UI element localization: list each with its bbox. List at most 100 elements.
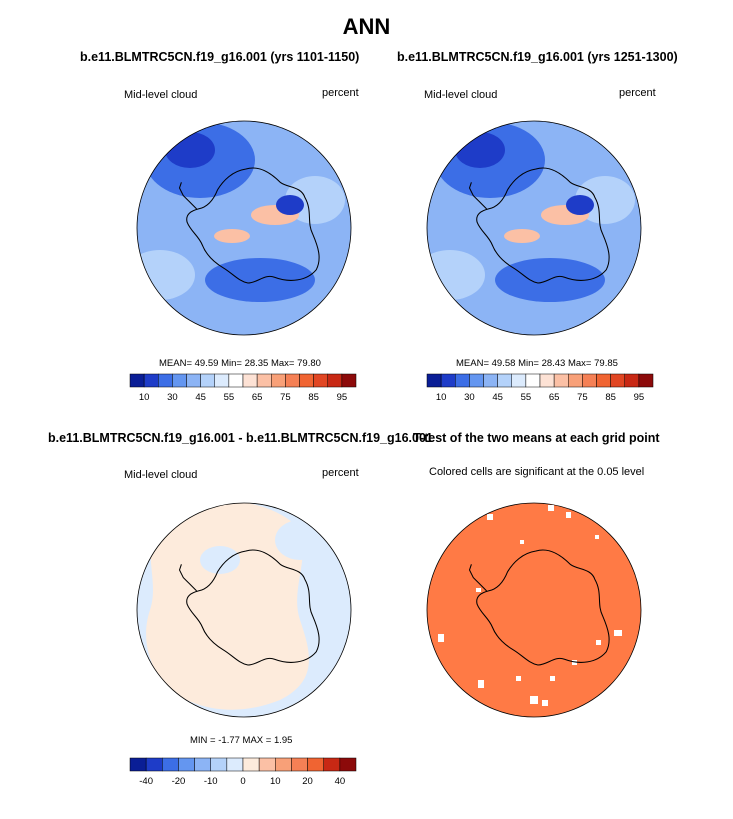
panel-4-title: T-test of the two means at each grid poi… xyxy=(413,431,660,445)
panel-2-colorbar-swatch xyxy=(582,373,597,388)
panel-3-stats: MIN = -1.77 MAX = 1.95 xyxy=(190,735,292,746)
panel-1-mean-label: MEAN= xyxy=(159,358,192,369)
panel-2-variable-label: Mid-level cloud xyxy=(424,89,498,101)
panel-3-colorbar-tick-label: 40 xyxy=(335,776,346,787)
panel-3-colorbar-swatch xyxy=(210,757,228,772)
panel-3-colorbar-tick-label: -10 xyxy=(204,776,218,787)
panel-2-colorbar-swatch xyxy=(525,373,541,388)
panel-1-colorbar-swatch xyxy=(143,373,159,388)
panel-4-map-border xyxy=(426,502,642,718)
panel-3-title: b.e11.BLMTRC5CN.f19_g16.001 - b.e11.BLMT… xyxy=(48,431,433,445)
panel-3-colorbar-swatch xyxy=(129,757,147,772)
panel-3-colorbar-swatch xyxy=(242,757,260,772)
panel-4-insignificant-cell xyxy=(476,588,481,592)
panel-1-colorbar-swatch xyxy=(242,373,258,388)
panel-1-max: 79.80 xyxy=(297,358,321,369)
panel-1-high-cloud-west xyxy=(214,229,250,243)
panel-2-colorbar-swatch xyxy=(553,373,569,388)
panel-1-title: b.e11.BLMTRC5CN.f19_g16.001 (yrs 1101-11… xyxy=(80,50,360,64)
panel-2-colorbar-tick-label: 95 xyxy=(634,392,645,403)
panel-3-map-border xyxy=(136,502,352,718)
panel-2-units-label: percent xyxy=(619,87,656,99)
panel-1-colorbar-swatch xyxy=(228,373,244,388)
panel-2-map xyxy=(426,120,642,336)
panel-1-colorbar-swatch xyxy=(285,373,300,388)
panel-1-colorbar-tick-label: 85 xyxy=(308,392,319,403)
panel-1-variable-label: Mid-level cloud xyxy=(124,89,198,101)
panel-4-map xyxy=(426,502,642,718)
panel-1-light-southwest xyxy=(137,250,195,300)
panel-1-colorbar-tick-label: 30 xyxy=(167,392,178,403)
panel-3-colorbar-swatch xyxy=(162,757,179,772)
panel-3-colorbar-tick-label: 0 xyxy=(240,776,245,787)
panel-1-colorbar-swatch xyxy=(327,373,343,388)
panel-2-title: b.e11.BLMTRC5CN.f19_g16.001 (yrs 1251-13… xyxy=(397,50,678,64)
panel-2-colorbar-tick-label: 55 xyxy=(521,392,532,403)
panel-2-min: 28.43 xyxy=(541,358,566,369)
panel-3-colorbar-swatch xyxy=(339,757,357,772)
panel-4-insignificant-cell xyxy=(566,512,571,518)
panel-4-subtitle: Colored cells are significant at the 0.0… xyxy=(429,466,645,478)
panel-1-map-border xyxy=(136,120,352,336)
panel-3-colorbar-swatch xyxy=(291,757,308,772)
panel-4-insignificant-cell xyxy=(572,660,577,665)
panel-2-colorbar-tick-label: 30 xyxy=(464,392,475,403)
panel-3-colorbar-swatch xyxy=(145,757,163,772)
panel-4-insignificant-cell xyxy=(548,505,554,511)
panel-3-variable-label: Mid-level cloud xyxy=(124,469,198,481)
panel-1-stats: MEAN= 49.59 Min= 28.35 Max= 79.80 xyxy=(159,358,321,369)
panel-4-insignificant-cell xyxy=(487,514,493,520)
panel-3-colorbar-tick-label: -40 xyxy=(139,776,153,787)
panel-1-colorbar-swatch xyxy=(186,373,201,388)
panel-2-low-cloud-plateau xyxy=(566,195,594,215)
panel-1-colorbar-tick-label: 45 xyxy=(195,392,206,403)
panel-3-colorbar-swatch xyxy=(194,757,211,772)
main-title: ANN xyxy=(342,14,391,39)
panel-4-insignificant-cell xyxy=(596,640,601,645)
panel-1-mean: 49.59 xyxy=(194,358,219,369)
panel-3-max-label: MAX = xyxy=(242,735,272,746)
panel-1-colorbar-swatch xyxy=(271,373,286,388)
panel-2-colorbar-tick-label: 10 xyxy=(436,392,447,403)
panel-3-max: 1.95 xyxy=(273,735,293,746)
panel-2-colorbar-swatch xyxy=(624,373,640,388)
panel-1-colorbar-tick-label: 65 xyxy=(252,392,263,403)
panel-3-colorbar-tick-label: -20 xyxy=(172,776,186,787)
panel-1-colorbar-swatch xyxy=(341,373,357,388)
panel-2-colorbar-swatch xyxy=(455,373,470,388)
panel-2-map-border xyxy=(426,120,642,336)
panel-3-min: -1.77 xyxy=(218,735,240,746)
panel-2-lowest-cloud-west xyxy=(455,132,505,168)
panel-4-insignificant-cell xyxy=(478,680,484,688)
panel-4-significant-field xyxy=(427,503,641,717)
panel-3-negative-east xyxy=(275,520,325,560)
panel-2-colorbar-tick-label: 85 xyxy=(605,392,616,403)
panel-1-colorbar-swatch xyxy=(299,373,314,388)
panel-3-colorbar-swatch xyxy=(323,757,341,772)
panel-2-mean-label: MEAN= xyxy=(456,358,489,369)
panel-4-insignificant-cell xyxy=(438,634,444,642)
panel-2-high-cloud-west xyxy=(504,229,540,243)
panel-1-colorbar-swatch xyxy=(256,373,272,388)
panel-2-stats: MEAN= 49.58 Min= 28.43 Max= 79.85 xyxy=(456,358,618,369)
panel-2-colorbar-swatch xyxy=(497,373,513,388)
panel-1-colorbar-tick-label: 95 xyxy=(337,392,348,403)
panel-3-colorbar-swatch xyxy=(226,757,244,772)
panel-3-colorbar-swatch xyxy=(178,757,195,772)
panel-3-positive-region xyxy=(146,503,309,710)
panel-3-colorbar-tick-label: 10 xyxy=(270,776,281,787)
panel-4-insignificant-cell xyxy=(530,696,538,704)
panel-2-mean: 49.58 xyxy=(491,358,516,369)
panel-3-negative-interior xyxy=(200,546,240,574)
panel-2-min-label: Min= xyxy=(518,358,539,369)
panel-2-colorbar-tick-label: 65 xyxy=(549,392,560,403)
panel-1-map xyxy=(136,120,352,336)
panel-2-colorbar-swatch xyxy=(539,373,555,388)
panel-2-light-southwest xyxy=(427,250,485,300)
panel-1-colorbar-tick-label: 55 xyxy=(224,392,235,403)
panel-1-units-label: percent xyxy=(322,87,359,99)
panel-4-insignificant-cell xyxy=(516,676,521,681)
panel-1-colorbar-swatch xyxy=(129,373,145,388)
panel-4-insignificant-cell xyxy=(520,540,524,544)
